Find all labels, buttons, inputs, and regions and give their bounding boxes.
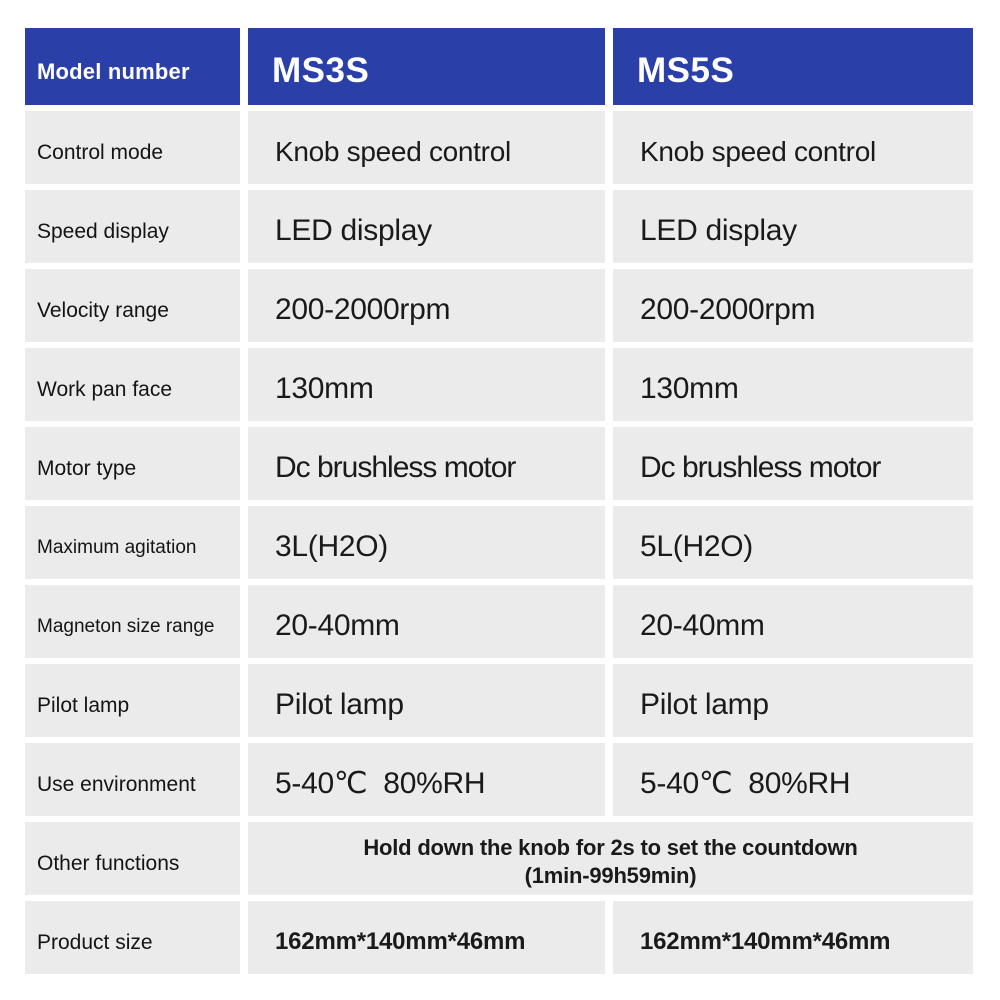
value-product-size-ms5s: 162mm*140mm*46mm: [613, 901, 973, 974]
value-velocity-range-ms3s: 200-2000rpm: [248, 269, 605, 342]
row-label-work-pan-face: Work pan face: [25, 348, 240, 421]
value-velocity-range-ms5s: 200-2000rpm: [613, 269, 973, 342]
row-label-other-functions: Other functions: [25, 822, 240, 895]
value-control-mode-ms5s: Knob speed control: [613, 111, 973, 184]
value-maximum-agitation-ms3s: 3L(H2O): [248, 506, 605, 579]
row-label-product-size: Product size: [25, 901, 240, 974]
value-work-pan-face-ms3s: 130mm: [248, 348, 605, 421]
row-label-speed-display: Speed display: [25, 190, 240, 263]
row-label-control-mode: Control mode: [25, 111, 240, 184]
value-pilot-lamp-ms5s: Pilot lamp: [613, 664, 973, 737]
value-speed-display-ms3s: LED display: [248, 190, 605, 263]
row-label-velocity-range: Velocity range: [25, 269, 240, 342]
row-label-pilot-lamp: Pilot lamp: [25, 664, 240, 737]
header-model-ms3s: MS3S: [248, 28, 605, 105]
value-control-mode-ms3s: Knob speed control: [248, 111, 605, 184]
value-magneton-size-range-ms5s: 20-40mm: [613, 585, 973, 658]
header-row-label: Model number: [25, 28, 240, 105]
spec-comparison-table: Model number MS3S MS5S Control mode Knob…: [25, 28, 973, 974]
value-maximum-agitation-ms5s: 5L(H2O): [613, 506, 973, 579]
other-functions-line2: (1min-99h59min): [524, 862, 697, 888]
header-model-ms5s: MS5S: [613, 28, 973, 105]
row-label-use-environment: Use environment: [25, 743, 240, 816]
value-other-functions-merged: Hold down the knob for 2s to set the cou…: [248, 822, 973, 895]
value-use-environment-ms5s: 5-40℃ 80%RH: [613, 743, 973, 816]
value-motor-type-ms5s: Dc brushless motor: [613, 427, 973, 500]
value-magneton-size-range-ms3s: 20-40mm: [248, 585, 605, 658]
value-product-size-ms3s: 162mm*140mm*46mm: [248, 901, 605, 974]
value-use-environment-ms3s: 5-40℃ 80%RH: [248, 743, 605, 816]
row-label-motor-type: Motor type: [25, 427, 240, 500]
value-pilot-lamp-ms3s: Pilot lamp: [248, 664, 605, 737]
value-work-pan-face-ms5s: 130mm: [613, 348, 973, 421]
value-motor-type-ms3s: Dc brushless motor: [248, 427, 605, 500]
other-functions-line1: Hold down the knob for 2s to set the cou…: [363, 834, 858, 860]
row-label-maximum-agitation: Maximum agitation: [25, 506, 240, 579]
value-speed-display-ms5s: LED display: [613, 190, 973, 263]
row-label-magneton-size-range: Magneton size range: [25, 585, 240, 658]
